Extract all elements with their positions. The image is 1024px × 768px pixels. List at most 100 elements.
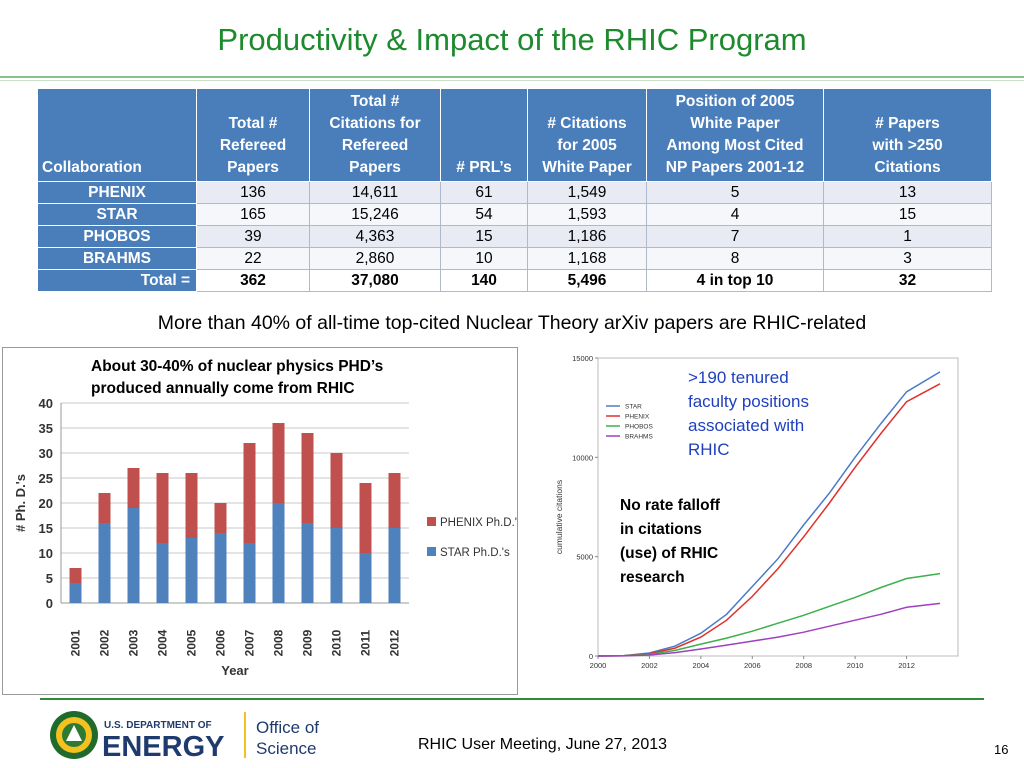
x-tick-label: 2004 [156, 629, 170, 656]
logo-line2: ENERGY [102, 731, 224, 762]
table-cell: 15,246 [309, 203, 441, 226]
legend-label: PHENIX Ph.D.'s [440, 517, 517, 529]
table-cell: 4,363 [309, 225, 441, 248]
x-tick-label: 2011 [359, 630, 373, 656]
x-tick-label: 2006 [744, 661, 761, 670]
arxiv-statement: More than 40% of all-time top-cited Nucl… [157, 312, 867, 334]
productivity-table: Collaboration Total # Refereed Papers To… [37, 88, 992, 292]
table-cell: 4 in top 10 [646, 269, 824, 292]
bar-star-2011 [359, 553, 372, 603]
table-total-row: Total = 362 37,080 140 5,496 4 in top 10… [37, 269, 992, 292]
y-tick-label: 25 [39, 471, 53, 486]
x-tick-label: 2002 [641, 661, 658, 670]
legend-label: BRAHMS [625, 434, 653, 441]
table-cell: 15 [823, 203, 992, 226]
x-tick-label: 2002 [98, 629, 112, 656]
table-cell: 3 [823, 247, 992, 270]
logo-office-line1: Office of [256, 718, 319, 737]
x-tick-label: 2012 [388, 629, 402, 656]
bar-star-2007 [243, 543, 256, 603]
table-cell: 14,611 [309, 181, 441, 204]
y-tick-label: 40 [39, 396, 53, 411]
table-cell: 5,496 [527, 269, 647, 292]
table-cell: Total = [37, 269, 197, 292]
bar-star-2004 [156, 543, 169, 603]
bar-phenix-2001 [69, 568, 82, 583]
title-divider [0, 76, 1024, 78]
x-tick-label: 2004 [693, 661, 710, 670]
x-tick-label: 2007 [243, 629, 257, 656]
legend-label: PHENIX [625, 414, 650, 421]
table-cell: 4 [646, 203, 824, 226]
bar-star-2009 [301, 523, 314, 603]
tenured-note: >190 tenured faculty positions associate… [688, 368, 809, 459]
bar-star-2010 [330, 528, 343, 603]
table-cell: 1,186 [527, 225, 647, 248]
x-axis-label: Year [221, 663, 248, 678]
header-total-citations: Total # Citations for Refereed Papers [309, 88, 441, 182]
bar-phenix-2002 [98, 493, 111, 523]
y-axis-label: cumulative citations [554, 480, 564, 554]
series-line-star [597, 371, 941, 657]
x-tick-label: 2009 [301, 629, 315, 656]
table-cell: 1,168 [527, 247, 647, 270]
x-tick-label: 2003 [127, 629, 141, 656]
table-cell: 165 [196, 203, 310, 226]
table-cell: 61 [440, 181, 528, 204]
bar-phenix-2010 [330, 453, 343, 528]
table-row: BRAHMS 22 2,860 10 1,168 8 3 [37, 247, 992, 270]
x-tick-label: 2006 [214, 629, 228, 656]
table-cell: 8 [646, 247, 824, 270]
table-row: PHENIX 136 14,611 61 1,549 5 13 [37, 181, 992, 204]
phd-note: About 30-40% of nuclear physics PHD’s pr… [87, 356, 388, 400]
bar-star-2003 [127, 508, 140, 603]
bar-star-2012 [388, 528, 401, 603]
bar-phenix-2004 [156, 473, 169, 543]
table-cell: PHOBOS [37, 225, 197, 248]
table-cell: STAR [37, 203, 197, 226]
legend-label: STAR [625, 404, 642, 411]
table-cell: 5 [646, 181, 824, 204]
table-cell: 140 [440, 269, 528, 292]
header-total-papers: Total # Refereed Papers [196, 88, 310, 182]
x-tick-label: 2005 [185, 629, 199, 656]
table-cell: 13 [823, 181, 992, 204]
legend-swatch [427, 517, 436, 526]
x-tick-label: 2008 [272, 629, 286, 656]
table-cell: 39 [196, 225, 310, 248]
title-divider-light [0, 80, 1024, 81]
x-tick-label: 2001 [69, 629, 83, 656]
table-cell: 2,860 [309, 247, 441, 270]
table-row: STAR 165 15,246 54 1,593 4 15 [37, 203, 992, 226]
doe-office-of-science-logo: U.S. DEPARTMENT OF ENERGY Office of Scie… [50, 711, 319, 762]
header-white-paper-position: Position of 2005 White Paper Among Most … [646, 88, 824, 182]
table-cell: 10 [440, 247, 528, 270]
logo-line1: U.S. DEPARTMENT OF [104, 720, 212, 731]
doe-seal-icon [50, 711, 98, 759]
bar-phenix-2007 [243, 443, 256, 543]
bar-phenix-2011 [359, 483, 372, 553]
y-tick-label: 5000 [576, 553, 593, 562]
table-cell: 15 [440, 225, 528, 248]
no-falloff-note: No rate falloff in citations (use) of RH… [620, 497, 720, 586]
bar-phenix-2005 [185, 473, 198, 538]
table-cell: 136 [196, 181, 310, 204]
y-tick-label: 5 [46, 571, 53, 586]
table-cell: 54 [440, 203, 528, 226]
y-tick-label: 0 [46, 596, 53, 611]
slide-title: Productivity & Impact of the RHIC Progra… [217, 22, 807, 57]
table-cell: 22 [196, 247, 310, 270]
table-cell: PHENIX [37, 181, 197, 204]
x-tick-label: 2010 [847, 661, 864, 670]
x-tick-label: 2000 [590, 661, 607, 670]
table-header-row: Collaboration Total # Refereed Papers To… [37, 88, 992, 182]
page-number: 16 [994, 742, 1009, 757]
legend-swatch [427, 547, 436, 556]
table-cell: 362 [196, 269, 310, 292]
footer-divider [40, 698, 984, 700]
bar-phenix-2009 [301, 433, 314, 523]
series-line-phobos [597, 572, 941, 657]
bar-star-2008 [272, 503, 285, 603]
series-line-phenix [597, 383, 941, 657]
bar-star-2001 [69, 583, 82, 603]
